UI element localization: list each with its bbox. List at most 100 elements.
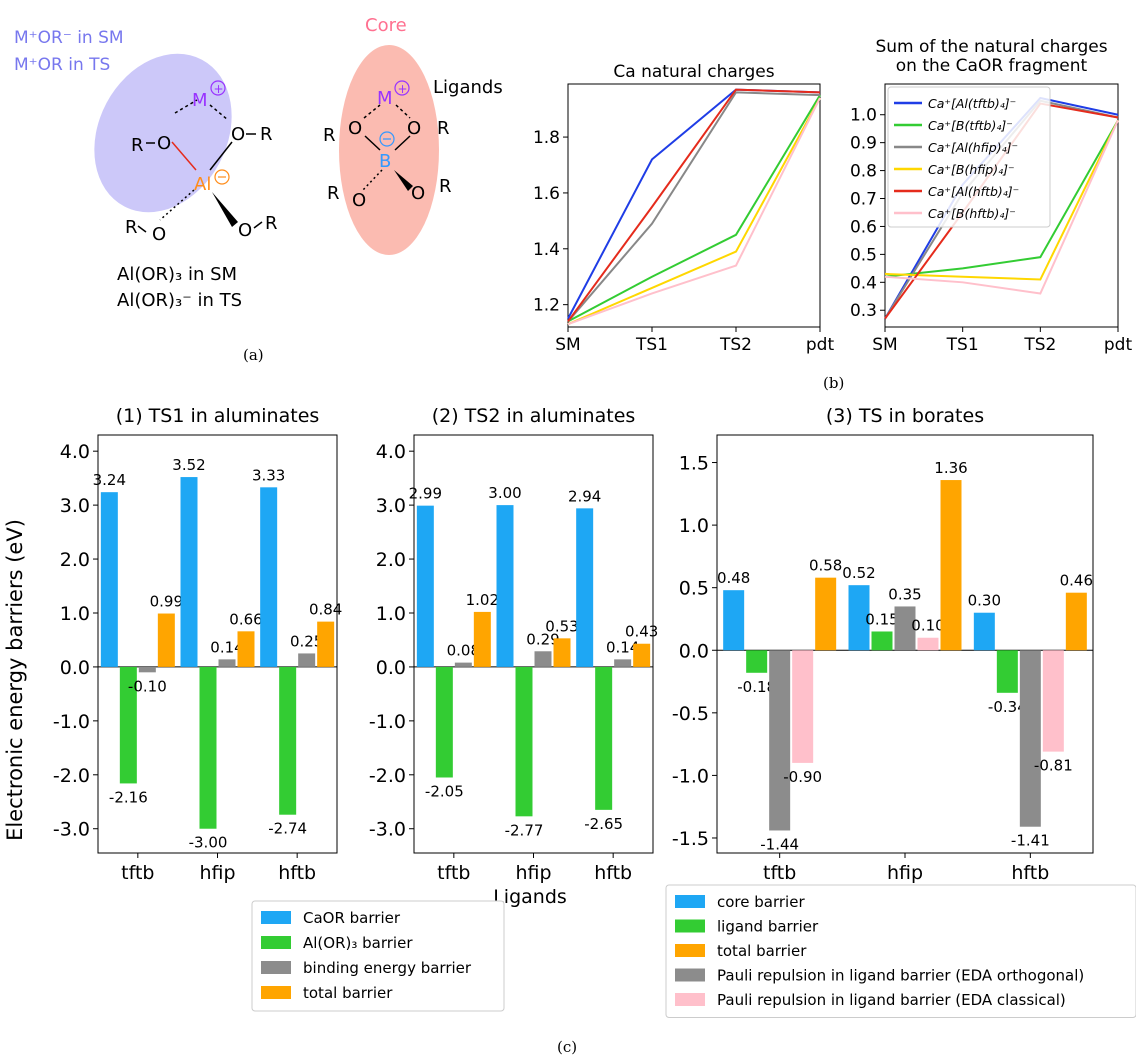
y-tick-label: -2.0 bbox=[369, 765, 406, 787]
x-tick-label-ts2: TS2 bbox=[719, 335, 752, 355]
bar-hfip-core-barrier bbox=[848, 585, 870, 651]
data-label: 0.10 bbox=[911, 617, 944, 635]
data-label: 0.08 bbox=[447, 642, 480, 660]
legend-label: CaOR barrier bbox=[303, 909, 401, 927]
series-line-0 bbox=[567, 88, 821, 320]
legend-swatch bbox=[675, 968, 705, 982]
legend-box bbox=[665, 884, 1136, 1018]
y-tick-label: 0.4 bbox=[850, 273, 877, 293]
bar-hftb-binding-energy-barrier bbox=[614, 659, 632, 667]
data-label: 0.53 bbox=[545, 617, 578, 635]
chart-title: Sum of the natural charges bbox=[875, 37, 1107, 57]
legend-label: total barrier bbox=[717, 942, 807, 960]
ion-pair-label-sm: M⁺OR⁻ in SM bbox=[14, 28, 124, 48]
x-axis-label-ligands: Ligands bbox=[493, 886, 567, 908]
legend-label: Ca⁺[B(hfip)₄]⁻ bbox=[928, 162, 1015, 177]
data-label: 0.99 bbox=[150, 593, 183, 611]
x-tick-label-sm: SM bbox=[555, 335, 580, 355]
y-tick-label: -1.0 bbox=[672, 765, 709, 787]
data-label: 2.94 bbox=[568, 487, 601, 505]
bar-tftb-ligand-barrier bbox=[746, 650, 768, 673]
x-tick-label-hftb: hftb bbox=[278, 862, 316, 884]
bar-tftb-pauli-repulsion-in-ligand-barrier-eda-orthogonal bbox=[769, 650, 791, 831]
caor-charges-chart: 0.3 0.4 0.5 0.6 0.7 0.8 0.9 1.0 SM TS1 TS2 pdt Sum o… bbox=[850, 37, 1133, 355]
bar-tftb-total-barrier bbox=[473, 611, 491, 667]
data-label: 0.52 bbox=[842, 564, 875, 582]
svg-text:O: O bbox=[152, 224, 166, 245]
y-tick-label: 1.0 bbox=[850, 106, 877, 126]
data-label: 0.29 bbox=[526, 630, 559, 648]
bar-hfip-pauli-repulsion-in-ligand-barrier-eda-orthogonal bbox=[894, 606, 916, 651]
svg-text:R: R bbox=[265, 213, 278, 234]
bar-tftb-al-or-barrier bbox=[435, 666, 453, 778]
bar-hftb-caor-barrier bbox=[576, 508, 594, 667]
svg-text:R: R bbox=[260, 124, 273, 145]
data-label: 0.35 bbox=[888, 585, 921, 603]
bar-hftb-caor-barrier bbox=[260, 487, 278, 667]
data-label: -2.65 bbox=[584, 815, 623, 833]
svg-text:R: R bbox=[437, 118, 450, 139]
bar-hftb-total-barrier bbox=[317, 621, 335, 667]
x-tick-label-tftb: tftb bbox=[763, 862, 796, 884]
legend-label: Ca⁺[Al(hfip)₄]⁻ bbox=[928, 140, 1018, 155]
bar-tftb-binding-energy-barrier bbox=[138, 666, 156, 673]
boron-atom: B bbox=[379, 151, 391, 172]
bar-hftb-al-or-barrier bbox=[279, 666, 297, 815]
svg-text:O: O bbox=[407, 118, 421, 139]
data-label: 0.25 bbox=[290, 632, 323, 650]
x-tick-label-hfip: hfip bbox=[199, 862, 235, 884]
y-tick-label: 0.8 bbox=[850, 162, 877, 182]
y-tick-label: 1.0 bbox=[60, 603, 90, 625]
x-tick-label-hftb: hftb bbox=[1011, 862, 1049, 884]
legend-label: Pauli repulsion in ligand barrier (EDA c… bbox=[717, 991, 1066, 1009]
data-label: -2.16 bbox=[109, 788, 148, 806]
x-tick-label-tftb: tftb bbox=[121, 862, 154, 884]
y-tick-label: -3.0 bbox=[53, 819, 90, 841]
chart-title: (2) TS2 in aluminates bbox=[432, 405, 636, 427]
data-label: -2.77 bbox=[505, 821, 544, 839]
bar-hftb-total-barrier bbox=[633, 643, 651, 667]
data-label: 0.30 bbox=[968, 592, 1001, 610]
y-tick-label: 1.4 bbox=[533, 240, 560, 260]
ts-borates-chart: 1.5 1.0 0.5 0.0 -0.5 -1.0 -1.5 tftb 0.48 -0.18 -1.… bbox=[672, 405, 1094, 884]
bar-hfip-caor-barrier bbox=[496, 505, 514, 667]
bar-hfip-binding-energy-barrier bbox=[534, 651, 552, 667]
data-label: 0.66 bbox=[229, 610, 262, 628]
bar-hftb-pauli-repulsion-in-ligand-barrier-eda-orthogonal bbox=[1019, 650, 1041, 827]
y-tick-label: -1.5 bbox=[672, 828, 709, 850]
y-tick-label: 0.7 bbox=[850, 190, 877, 210]
y-tick-label: 0.9 bbox=[850, 134, 877, 154]
legend-swatch bbox=[261, 961, 291, 974]
y-tick-label: -0.5 bbox=[672, 703, 709, 725]
bar-hfip-total-barrier bbox=[237, 631, 255, 667]
bar-tftb-caor-barrier bbox=[100, 492, 118, 667]
y-tick-label: 0.0 bbox=[679, 640, 709, 662]
bar-hftb-total-barrier bbox=[1065, 592, 1087, 651]
series-line-4 bbox=[567, 88, 821, 323]
series-line-3 bbox=[884, 119, 1119, 281]
bar-hfip-al-or-barrier bbox=[515, 666, 533, 817]
y-tick-label: -1.0 bbox=[369, 711, 406, 733]
x-tick-label-hfip: hfip bbox=[887, 862, 923, 884]
ca-charges-chart: 1.2 1.4 1.6 1.8 SM TS1 TS2 pdt Ca natural charge… bbox=[533, 62, 835, 355]
data-label: 0.84 bbox=[309, 601, 342, 619]
data-label: -0.10 bbox=[128, 677, 167, 695]
svg-text:R: R bbox=[131, 135, 144, 156]
data-label: 0.58 bbox=[809, 557, 842, 575]
chart-title: Ca natural charges bbox=[613, 62, 774, 82]
bar-tftb-pauli-repulsion-in-ligand-barrier-eda-classical bbox=[792, 650, 814, 763]
bar-tftb-total-barrier bbox=[157, 613, 175, 667]
svg-text:+: + bbox=[398, 82, 408, 96]
bar-hfip-caor-barrier bbox=[180, 477, 198, 667]
core-ellipse bbox=[339, 45, 439, 255]
svg-text:O: O bbox=[411, 183, 425, 204]
data-label: 1.02 bbox=[466, 591, 499, 609]
x-tick-label-ts1: TS1 bbox=[635, 335, 668, 355]
data-label: 0.48 bbox=[717, 569, 750, 587]
metal-atom-borate: M bbox=[377, 88, 393, 109]
legend-swatch bbox=[675, 895, 705, 908]
svg-text:+: + bbox=[214, 82, 224, 96]
bar-hftb-core-barrier bbox=[973, 612, 995, 651]
bar-hftb-al-or-barrier bbox=[595, 666, 613, 810]
legend-label: ligand barrier bbox=[717, 918, 819, 936]
